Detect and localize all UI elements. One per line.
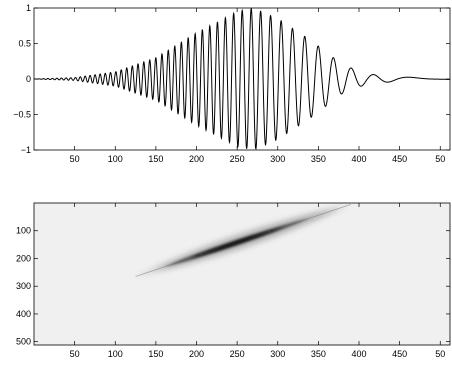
x-tick-label: 50 [435, 349, 445, 359]
x-tick-label: 350 [311, 349, 326, 359]
y-tick-label: −1 [21, 145, 31, 155]
y-tick-label: 1 [26, 3, 31, 13]
x-tick-label: 150 [148, 154, 163, 164]
x-tick-label: 400 [351, 349, 366, 359]
x-tick-label: 450 [392, 349, 407, 359]
ridge-core [189, 226, 285, 259]
x-tick-label: 100 [108, 349, 123, 359]
x-tick-label: 50 [70, 349, 80, 359]
x-tick-label: 300 [270, 154, 285, 164]
waveform-chart: 50 100 150 200 250 300 350 400 450 50 1 0.5 0 −0.5 −1 [13, 3, 451, 164]
x-tick-label: 200 [189, 154, 204, 164]
y-tick-label: 100 [16, 226, 31, 236]
x-tick-label: 350 [311, 154, 326, 164]
y-tick-label: 0.5 [18, 39, 31, 49]
spectrogram-background [34, 203, 450, 345]
x-tick-label: 50 [70, 154, 80, 164]
spectrogram-plot-area [135, 204, 352, 277]
spectrogram-axes-frame [33, 202, 451, 346]
x-tick-label: 300 [270, 349, 285, 359]
waveform-x-axis: 50 100 150 200 250 300 350 400 450 50 [70, 8, 445, 164]
x-tick-label: 250 [230, 349, 245, 359]
y-tick-label: 400 [16, 309, 31, 319]
x-tick-label: 50 [435, 154, 445, 164]
x-tick-label: 100 [108, 154, 123, 164]
x-tick-label: 200 [189, 349, 204, 359]
y-tick-label: 0 [26, 74, 31, 84]
y-tick-label: 500 [16, 337, 31, 347]
y-tick-label: 200 [16, 253, 31, 263]
spectrogram-y-axis: 100 200 300 400 500 [16, 226, 450, 347]
y-tick-label: −0.5 [13, 110, 31, 120]
x-tick-label: 150 [148, 349, 163, 359]
x-tick-label: 250 [230, 154, 245, 164]
y-tick-label: 300 [16, 281, 31, 291]
x-tick-label: 450 [392, 154, 407, 164]
spectrogram-chart: 50 100 150 200 250 300 350 400 450 50 100 200 300 40… [16, 202, 451, 359]
waveform-plot-area [34, 8, 450, 150]
waveform-y-axis: 1 0.5 0 −0.5 −1 [13, 3, 450, 155]
spectrogram-x-axis: 50 100 150 200 250 300 350 400 450 50 [70, 203, 445, 359]
waveform-line [34, 8, 450, 150]
x-tick-label: 400 [351, 154, 366, 164]
